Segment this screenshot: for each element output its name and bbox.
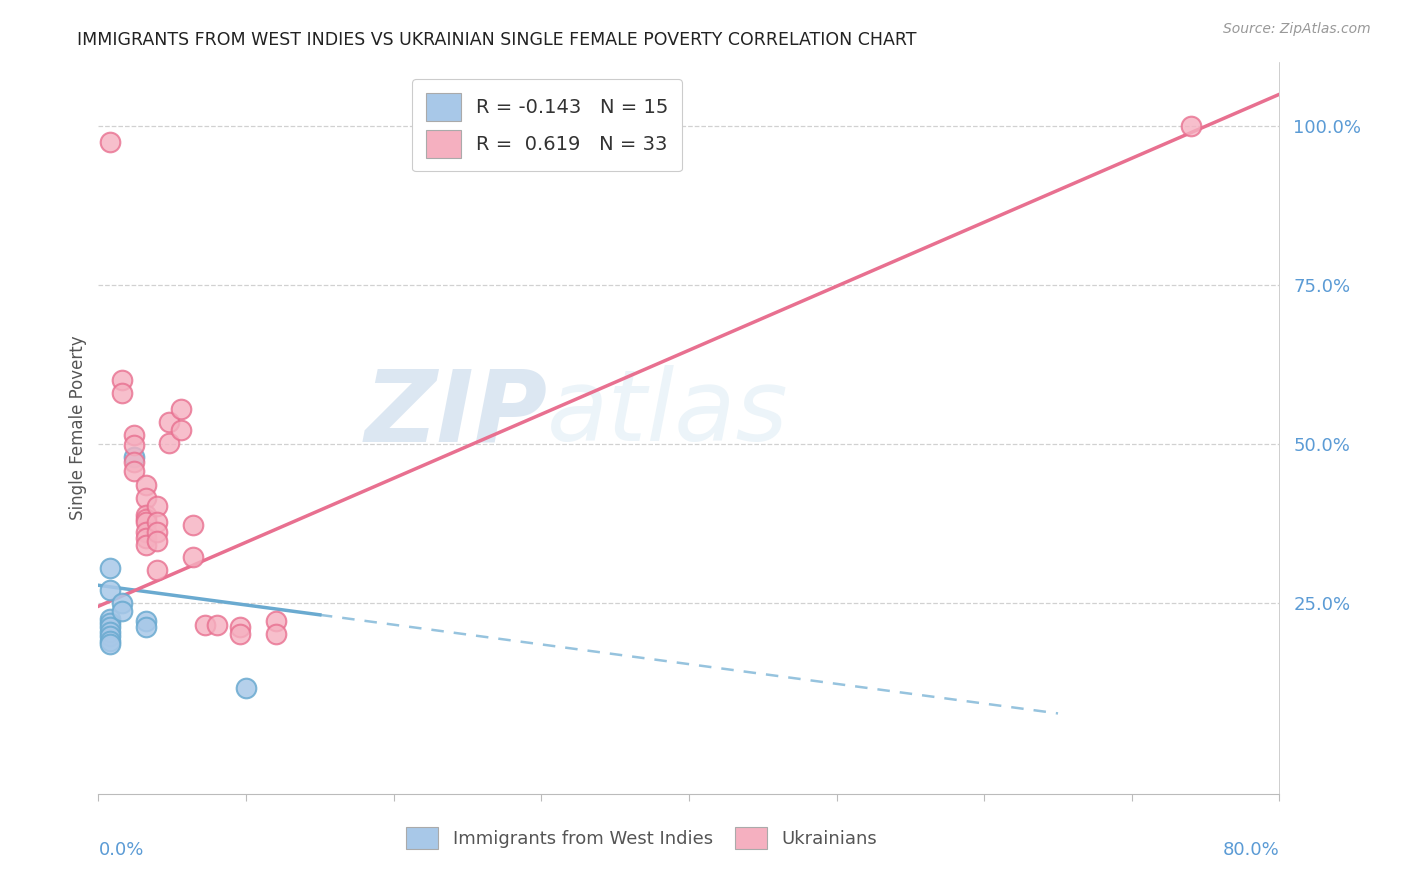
Point: [98, 616, 121, 631]
Point: [98, 583, 121, 598]
Point: [111, 604, 134, 618]
Point: [135, 508, 157, 523]
Point: [111, 374, 134, 388]
Point: [229, 626, 252, 640]
Point: [170, 423, 193, 437]
Point: [146, 500, 169, 514]
Point: [157, 415, 180, 429]
Point: [264, 614, 287, 628]
Point: [135, 478, 157, 492]
Point: [146, 563, 169, 577]
Text: 0.0%: 0.0%: [98, 841, 143, 859]
Point: [122, 427, 145, 442]
Point: [135, 537, 157, 551]
Point: [135, 512, 157, 526]
Text: Source: ZipAtlas.com: Source: ZipAtlas.com: [1223, 22, 1371, 37]
Point: [135, 531, 157, 545]
Point: [98, 612, 121, 626]
Point: [122, 464, 145, 478]
Legend: Immigrants from West Indies, Ukrainians: Immigrants from West Indies, Ukrainians: [396, 818, 886, 858]
Point: [111, 386, 134, 401]
Point: [98, 135, 121, 149]
Point: [135, 516, 157, 530]
Point: [229, 620, 252, 634]
Point: [181, 550, 204, 565]
Point: [170, 402, 193, 417]
Point: [264, 626, 287, 640]
Point: [135, 614, 157, 628]
Text: 80.0%: 80.0%: [1223, 841, 1279, 859]
Point: [235, 681, 257, 696]
Point: [205, 618, 228, 632]
Point: [122, 438, 145, 452]
Point: [98, 561, 121, 575]
Text: atlas: atlas: [547, 365, 789, 462]
Point: [122, 455, 145, 469]
Point: [146, 524, 169, 539]
Point: [157, 435, 180, 450]
Point: [146, 515, 169, 529]
Point: [98, 620, 121, 634]
Point: [135, 491, 157, 505]
Point: [98, 637, 121, 651]
Point: [111, 596, 134, 610]
Point: [98, 634, 121, 648]
Point: [98, 624, 121, 639]
Point: [194, 618, 217, 632]
Point: [98, 629, 121, 643]
Point: [1180, 119, 1202, 133]
Point: [135, 620, 157, 634]
Text: ZIP: ZIP: [364, 365, 547, 462]
Point: [181, 518, 204, 533]
Point: [146, 533, 169, 548]
Y-axis label: Single Female Poverty: Single Female Poverty: [69, 336, 87, 520]
Point: [122, 450, 145, 464]
Text: IMMIGRANTS FROM WEST INDIES VS UKRAINIAN SINGLE FEMALE POVERTY CORRELATION CHART: IMMIGRANTS FROM WEST INDIES VS UKRAINIAN…: [77, 31, 917, 49]
Point: [135, 524, 157, 539]
